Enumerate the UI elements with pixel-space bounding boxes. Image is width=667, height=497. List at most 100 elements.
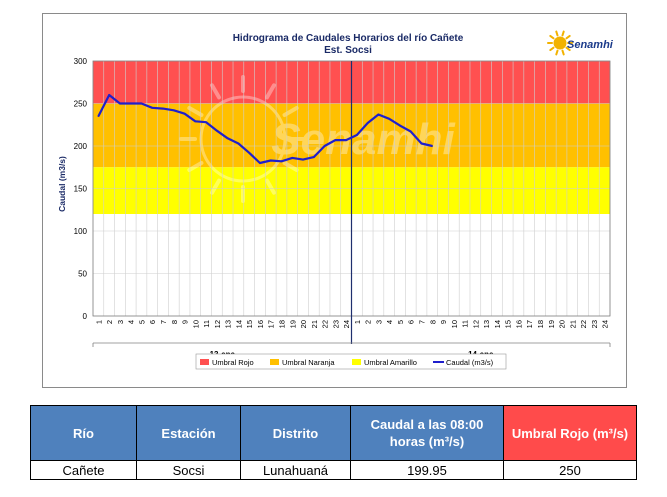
logo-ray	[565, 34, 571, 40]
x-tick-label: 12	[471, 320, 480, 328]
y-tick-label: 300	[74, 57, 88, 66]
table-header-row: Río Estación Distrito Caudal a las 08:00…	[30, 405, 637, 461]
x-tick-label: 2	[364, 320, 373, 324]
logo-ray	[555, 30, 559, 37]
x-tick-label: 9	[181, 320, 190, 324]
y-axis-label: Caudal (m3/s)	[57, 156, 67, 212]
data-point	[119, 102, 121, 105]
data-point	[194, 120, 197, 123]
data-point	[172, 109, 175, 112]
y-tick-label: 50	[78, 270, 87, 279]
x-tick-label: 19	[547, 320, 556, 328]
header-caudal: Caudal a las 08:00 horas (m³/s)	[350, 405, 504, 461]
x-tick-label: 10	[191, 320, 200, 328]
x-tick-label: 7	[418, 320, 427, 324]
logo-ray	[549, 46, 555, 52]
series-line-caudal	[97, 93, 433, 165]
x-tick-label: 11	[461, 320, 470, 328]
x-tick-label: 2	[105, 320, 114, 324]
header-rio: Río	[30, 405, 137, 461]
x-tick-label: 23	[331, 320, 340, 328]
header-estacion: Estación	[136, 405, 241, 461]
logo-ray	[565, 46, 571, 52]
data-point	[237, 142, 240, 145]
legend-label: Umbral Rojo	[212, 358, 254, 367]
data-point	[248, 152, 250, 154]
logo-sun-icon	[553, 36, 567, 50]
table-row: Cañete Socsi Lunahuaná 199.95 250	[30, 460, 637, 480]
y-tick-label: 0	[83, 312, 88, 321]
watermark-ray	[210, 83, 221, 100]
legend-label: Umbral Naranja	[282, 358, 335, 367]
x-tick-label: 6	[148, 320, 157, 324]
data-point	[302, 158, 304, 161]
logo-text: Senamhi	[567, 39, 614, 51]
x-tick-label: 8	[428, 320, 437, 324]
legend-box	[195, 353, 507, 370]
header-distrito: Distrito	[240, 405, 351, 461]
logo-ray	[561, 49, 565, 56]
data-point	[269, 159, 272, 162]
data-point	[388, 118, 390, 120]
data-point	[377, 113, 380, 116]
x-tick-label: 20	[299, 320, 308, 328]
data-point	[108, 94, 110, 96]
cell-distrito: Lunahuaná	[240, 460, 351, 480]
x-tick-label: 5	[137, 320, 146, 324]
x-tick-label: 13	[224, 320, 233, 328]
chart-title: Hidrograma de Caudales Horarios del río …	[233, 33, 464, 44]
summary-table: Río Estación Distrito Caudal a las 08:00…	[30, 405, 637, 480]
x-tick-label: 14	[493, 320, 502, 328]
watermark-text: Senamhi	[271, 115, 455, 164]
y-tick-label: 250	[74, 100, 88, 109]
data-point	[399, 124, 401, 127]
x-tick-label: 15	[504, 320, 513, 328]
y-tick-label: 100	[74, 227, 88, 236]
header-caudal-label: Caudal a las 08:00 horas (m³/s)	[370, 417, 484, 449]
x-tick-label: 12	[213, 320, 222, 328]
data-point	[216, 129, 218, 132]
x-tick-label: 16	[256, 320, 265, 328]
chart-subtitle: Est. Socsi	[324, 45, 372, 56]
data-point	[226, 137, 229, 140]
data-point	[259, 162, 261, 164]
senamhi-logo: Senamhi	[547, 30, 614, 56]
data-point	[97, 115, 100, 118]
logo-ray	[561, 30, 565, 37]
chart-legend: Umbral Rojo Umbral Naranja Umbral Amarillo…	[195, 353, 507, 370]
x-tick-label: 13	[482, 320, 491, 328]
logo-ray	[555, 49, 559, 56]
legend-swatch	[200, 359, 209, 365]
x-tick-label: 24	[342, 320, 351, 328]
x-tick-label: 22	[579, 320, 588, 328]
x-tick-label: 22	[321, 320, 330, 328]
watermark-ray	[187, 161, 204, 172]
data-point	[162, 107, 164, 110]
x-tick-label: 16	[514, 320, 523, 328]
x-tick-label: 20	[558, 320, 567, 328]
watermark-ray	[265, 178, 276, 195]
x-tick-label: 3	[116, 320, 125, 324]
watermark-ray	[210, 178, 221, 195]
data-point	[151, 106, 154, 109]
cell-umbral-rojo: 250	[503, 460, 637, 480]
x-tick-label: 6	[407, 320, 416, 324]
x-tick-label: 17	[267, 320, 276, 328]
x-tick-label: 24	[601, 320, 610, 328]
x-tick-label: 14	[234, 320, 243, 328]
x-tick-label: 21	[568, 320, 577, 328]
x-tick-label: 4	[385, 320, 394, 324]
x-tick-label: 5	[396, 320, 405, 324]
logo-ray	[549, 34, 555, 40]
data-point	[183, 112, 186, 115]
x-tick-label: 3	[374, 320, 383, 324]
data-point	[129, 102, 132, 105]
y-tick-label: 150	[74, 185, 88, 194]
chart-frame: Hidrograma de Caudales Horarios del río …	[42, 13, 627, 388]
cell-caudal: 199.95	[350, 460, 504, 480]
data-point	[313, 156, 315, 158]
data-point	[409, 130, 412, 133]
legend-label: Caudal (m3/s)	[446, 358, 494, 367]
data-point	[323, 145, 326, 147]
y-tick-label: 200	[74, 142, 88, 151]
